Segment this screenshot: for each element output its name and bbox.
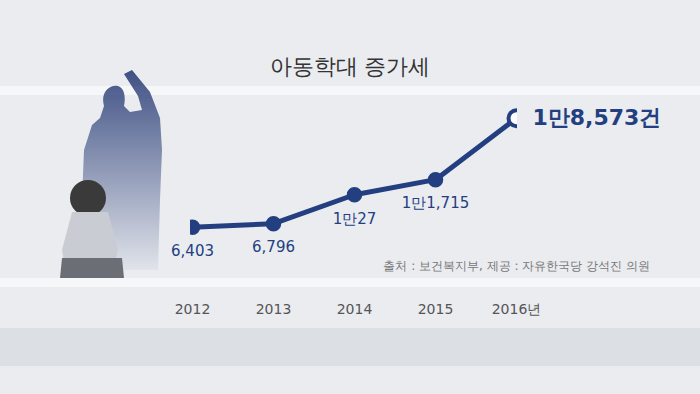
svg-text:6,796: 6,796 [252,238,295,256]
svg-text:2014: 2014 [337,301,373,317]
svg-text:2016년: 2016년 [492,301,542,317]
svg-text:6,403: 6,403 [171,242,214,260]
svg-text:1만27: 1만27 [333,210,377,228]
html-text:아동학대 증가세: 아동학대 증가세 [269,54,431,79]
svg-text:2012: 2012 [175,301,211,317]
svg-text:2013: 2013 [256,301,292,317]
svg-text:1만1,715: 1만1,715 [402,194,470,212]
svg-text:2015: 2015 [418,301,454,317]
html-text:출처 : 보건복지부, 제공 : 자유한국당 강석진 의원: 출처 : 보건복지부, 제공 : 자유한국당 강석진 의원 [383,259,650,273]
svg-text:1만8,573건: 1만8,573건 [533,105,662,130]
